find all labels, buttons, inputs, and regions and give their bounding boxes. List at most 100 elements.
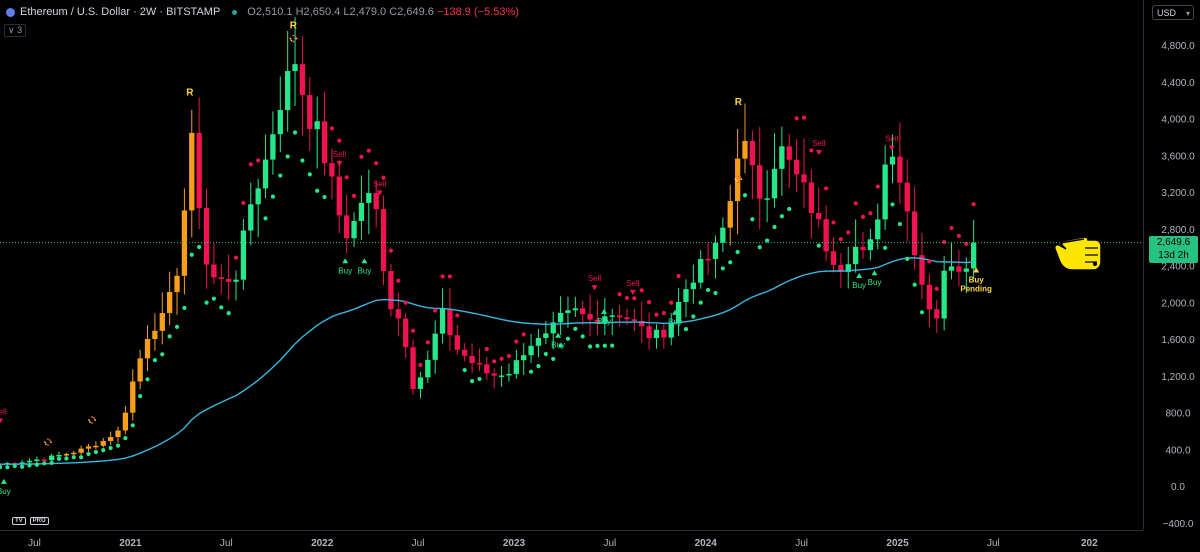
star-burst-icon [94, 419, 96, 421]
symbol-title[interactable]: Ethereum / U.S. Dollar · 2W · BITSTAMP [20, 6, 221, 18]
candle-body [793, 159, 800, 175]
trailing-stop-dot [477, 376, 482, 382]
last-price-label: 2,649.6 13d 2h [1149, 236, 1198, 263]
trailing-stop-dot [492, 359, 497, 364]
candle-body [107, 437, 114, 442]
trailing-stop-dot [765, 238, 770, 243]
candle-body [543, 333, 549, 338]
trailing-stop-dot [469, 378, 475, 384]
trailing-stop-dot [610, 343, 615, 348]
candle-body [329, 163, 335, 177]
candle-body [668, 322, 674, 338]
candle-body [941, 270, 947, 319]
trailing-stop-dot [514, 339, 519, 344]
y-tick-label: 2,400.0 [1161, 262, 1195, 273]
trailing-stop-dot [794, 116, 799, 121]
x-tick-label: Jul [220, 538, 233, 549]
candle-body [631, 319, 637, 321]
trailing-stop-dot [204, 300, 209, 305]
trailing-stop-dot [602, 343, 607, 348]
x-tick-label: Jul [603, 538, 616, 549]
trailing-stop-dot [964, 241, 969, 246]
trailing-stop-dot [661, 310, 666, 316]
y-tick-label: 2,000.0 [1161, 298, 1195, 309]
buy-signal-label: Buy [551, 341, 565, 350]
chart-header: Ethereum / U.S. Dollar · 2W · BITSTAMP O… [6, 6, 519, 18]
trailing-stop-dot [742, 193, 748, 198]
candle-body [447, 308, 453, 336]
trailing-stop-dot [735, 249, 740, 255]
trailing-stop-dot [897, 221, 902, 227]
star-burst-icon [289, 37, 292, 40]
trailing-stop-dot [12, 463, 17, 469]
buy-signal-label: Buy [357, 266, 371, 275]
signal-label: R [735, 97, 743, 108]
candle-body [557, 312, 564, 323]
trailing-stop-dot [403, 300, 408, 305]
sell-arrow-icon [888, 145, 895, 151]
candle-body [285, 71, 291, 111]
signal-label: R [186, 88, 194, 99]
trailing-stop-dot [676, 273, 681, 279]
x-tick-label: 2021 [119, 538, 142, 549]
candle-body [609, 315, 615, 317]
trailing-stop-dot [56, 456, 62, 461]
star-burst-icon [294, 35, 297, 38]
trailing-stop-dot [219, 305, 224, 310]
sell-signal-label: Sell [885, 135, 899, 144]
trailing-stop-dot [956, 233, 961, 238]
indicators-toggle[interactable]: ∨ 3 [4, 24, 27, 37]
candle-body [166, 292, 173, 314]
candle-body [513, 360, 519, 374]
trailing-stop-dot [226, 311, 231, 316]
trailing-stop-dot [639, 288, 644, 293]
trailing-stop-dot [691, 314, 696, 319]
close-value: C2,649.6 [389, 6, 434, 18]
trailing-stop-dot [374, 161, 379, 166]
trailing-stop-dot [278, 173, 283, 178]
candle-body [159, 313, 165, 331]
candle-body [439, 308, 446, 334]
buy-signal-label: Buy [969, 275, 985, 284]
sell-arrow-icon [336, 161, 343, 167]
candle-body [602, 316, 608, 324]
candle-body [403, 318, 409, 348]
trailing-stop-dot [396, 278, 401, 283]
x-tick-label: 2025 [886, 538, 909, 549]
y-tick-label: 0.0 [1171, 482, 1185, 493]
candle-body [816, 212, 822, 220]
trailing-stop-dot [587, 344, 593, 349]
candle-body [211, 264, 217, 278]
trailing-stop-dot [565, 336, 571, 341]
candle-body [321, 121, 328, 164]
candle-body [683, 289, 689, 303]
candle-body [970, 242, 977, 269]
trailing-stop-dot [683, 326, 689, 332]
sell-arrow-icon [815, 150, 822, 156]
y-tick-label: −400.0 [1163, 519, 1194, 530]
trailing-stop-dot [71, 455, 76, 460]
trailing-stop-dot [809, 148, 814, 153]
trailing-stop-dot [233, 255, 239, 260]
trailing-stop-dot [418, 362, 423, 368]
candle-body [749, 140, 756, 166]
candle-body [476, 362, 483, 365]
candle-body [240, 230, 247, 280]
candle-body [852, 246, 859, 265]
trailing-stop-dot [617, 291, 622, 297]
trailing-stop-dot [816, 243, 821, 248]
trailing-stop-dot [624, 295, 630, 301]
candle-body [71, 452, 77, 455]
candle-body [351, 220, 357, 239]
currency-selector[interactable]: USD [1152, 5, 1194, 21]
trailing-stop-dot [536, 364, 541, 369]
candle-body [904, 182, 910, 212]
trailing-stop-dot [101, 448, 106, 453]
candle-body [889, 156, 896, 165]
candle-body [307, 95, 313, 130]
candle-body [56, 454, 62, 457]
sell-signal-label: Sell [373, 180, 387, 189]
candle-body [823, 219, 829, 252]
x-tick-label: Jul [795, 538, 808, 549]
